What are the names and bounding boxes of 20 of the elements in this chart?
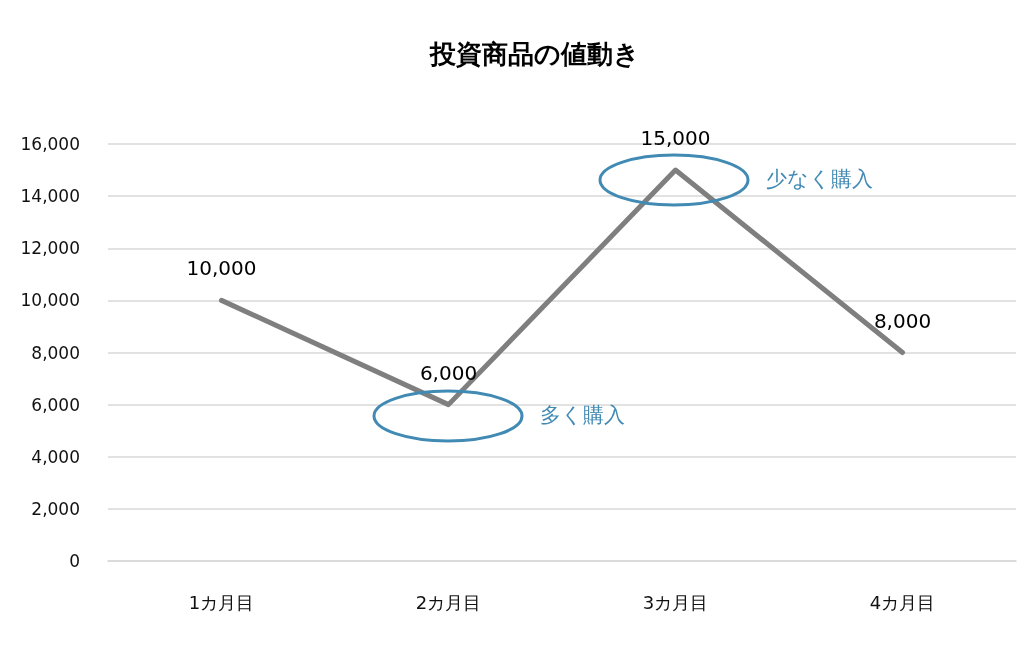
y-tick-label: 2,000 — [31, 498, 80, 519]
x-tick-label: 3カ月目 — [642, 591, 709, 613]
y-tick-label: 16,000 — [20, 134, 80, 154]
y-tick-label: 8,000 — [31, 342, 80, 363]
data-label: 6,000 — [419, 360, 478, 385]
y-tick-label: 10,000 — [20, 290, 80, 311]
y-tick-label: 12,000 — [20, 238, 80, 259]
y-tick-label: 4,000 — [31, 446, 80, 467]
x-tick-label: 1カ月目 — [188, 591, 255, 613]
y-tick-label: 6,000 — [31, 394, 80, 415]
annotation: 少なく購入 — [766, 167, 873, 191]
data-label: 8,000 — [873, 308, 932, 333]
annotation: 多く購入 — [540, 403, 625, 427]
chart-title: 投資商品の値動き — [429, 39, 640, 69]
data-label: 15,000 — [640, 126, 711, 151]
x-tick-label: 2カ月目 — [415, 591, 482, 613]
data-label: 10,000 — [186, 256, 257, 281]
y-tick-label: 0 — [69, 551, 80, 571]
x-tick-label: 4カ月目 — [869, 591, 936, 613]
y-tick-label: 14,000 — [20, 186, 80, 207]
